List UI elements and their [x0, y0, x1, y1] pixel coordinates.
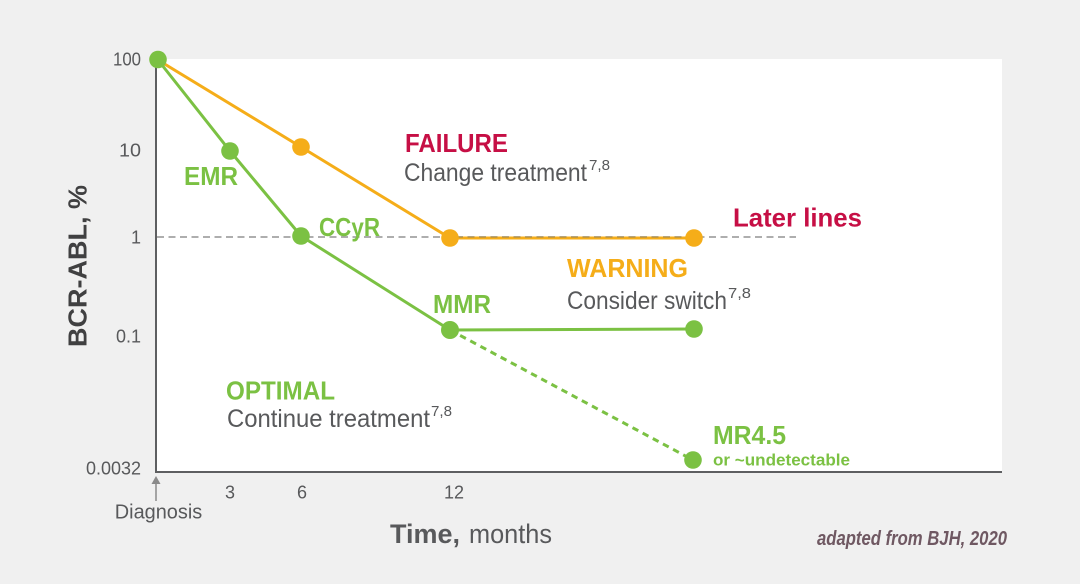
- svg-text:12: 12: [444, 483, 464, 503]
- svg-text:OPTIMAL: OPTIMAL: [226, 376, 335, 406]
- svg-text:1: 1: [131, 228, 141, 248]
- svg-text:Later lines: Later lines: [733, 203, 862, 233]
- svg-text:10: 10: [119, 141, 141, 161]
- svg-text:FAILURE: FAILURE: [405, 128, 508, 158]
- svg-text:7,8: 7,8: [431, 403, 452, 420]
- svg-text:3: 3: [225, 483, 235, 503]
- svg-text:0.1: 0.1: [116, 327, 141, 347]
- svg-text:MR4.5: MR4.5: [713, 420, 786, 450]
- svg-text:EMR: EMR: [184, 161, 238, 191]
- svg-text:Change treatment: Change treatment: [404, 159, 587, 187]
- svg-text:Continue treatment: Continue treatment: [227, 405, 430, 433]
- svg-text:or ~undetectable: or ~undetectable: [713, 452, 850, 470]
- svg-text:6: 6: [297, 483, 307, 503]
- svg-text:BCR-ABL, %: BCR-ABL, %: [63, 185, 93, 347]
- svg-text:100: 100: [113, 50, 141, 70]
- svg-text:adapted from BJH, 2020: adapted from BJH, 2020: [817, 528, 1007, 550]
- svg-text:Time, months: Time, months: [390, 519, 552, 549]
- svg-text:Diagnosis: Diagnosis: [115, 502, 203, 524]
- svg-text:7,8: 7,8: [589, 157, 610, 174]
- svg-text:CCyR: CCyR: [319, 212, 380, 242]
- svg-text:Consider switch: Consider switch: [567, 287, 727, 315]
- svg-text:MMR: MMR: [433, 289, 491, 319]
- svg-text:0.0032: 0.0032: [86, 459, 141, 479]
- svg-text:WARNING: WARNING: [567, 253, 688, 283]
- svg-text:7,8: 7,8: [728, 285, 751, 302]
